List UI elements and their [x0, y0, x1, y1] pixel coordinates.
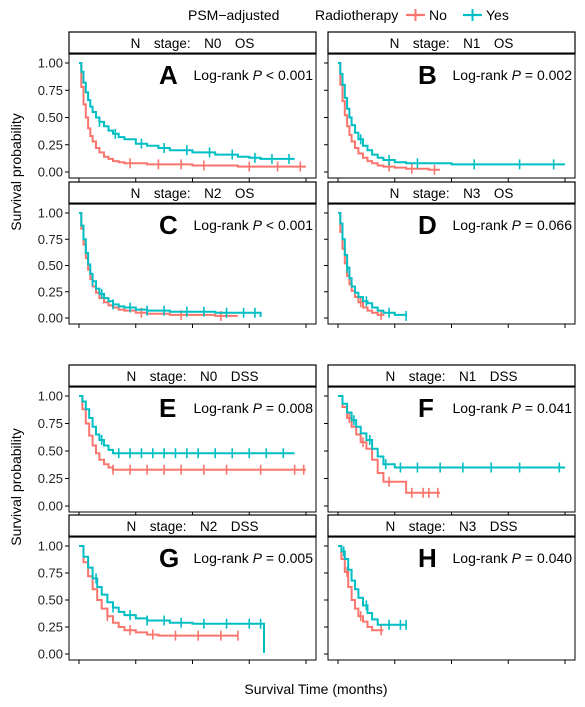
panel-d: N stage: N3 OS D Log-rank P = 0.066	[324, 181, 576, 328]
km-curve-no	[79, 62, 306, 168]
strip-box	[327, 514, 576, 538]
legend-label-no: No	[429, 7, 447, 23]
km-curve-no	[338, 395, 441, 494]
panel-letter: B	[418, 60, 437, 90]
logrank-pvalue: Log-rank P < 0.001	[194, 217, 314, 233]
x-axis-title: Survival Time (months)	[244, 681, 387, 697]
y-tick-label: 1.00	[38, 389, 63, 404]
panel-f: N stage: N1 DSS050100150200FLog-rank P =…	[324, 364, 576, 532]
y-tick-label: 0.25	[38, 620, 63, 635]
panel-title: N stage: N2 OS	[131, 186, 255, 201]
panel-c: N stage: N2 OS 0.00 0.25 0.50 0.75 1.00 C Log-r…	[38, 181, 317, 328]
panel-title: N stage: N0 OS	[131, 36, 255, 51]
strip-box	[68, 181, 317, 205]
panel-title: N stage: N3 DSS	[385, 519, 517, 534]
panel-b: N stage: N1 OS050100150200BLog-rank P = …	[324, 31, 576, 198]
y-tick-label: 0.50	[38, 110, 63, 125]
km-curve-yes	[338, 212, 408, 316]
panel-title: N stage: N1 OS	[390, 36, 514, 51]
y-tick-label: 0.25	[38, 471, 63, 486]
panel-title: N stage: N1 DSS	[385, 369, 517, 384]
y-tick-label: 0.25	[38, 137, 63, 152]
y-tick-label: 0.50	[38, 258, 63, 273]
y-tick-label: 0.50	[38, 593, 63, 608]
y-tick-label: 1.00	[38, 56, 63, 71]
legend-prefix: PSM−adjusted	[188, 7, 279, 23]
km-curve-no	[338, 62, 441, 171]
panel-e: N stage: N0 DSS0.000.250.500.751.0005010…	[38, 364, 317, 532]
panel-h: N stage: N3 DSS H Log-rank P = 0.040	[324, 514, 576, 664]
legend-title: Radiotherapy	[315, 7, 398, 23]
panel-letter: H	[418, 543, 437, 573]
logrank-pvalue: Log-rank P < 0.001	[194, 67, 314, 83]
logrank-pvalue: Log-rank P = 0.008	[194, 400, 314, 416]
panel-title: N stage: N2 DSS	[126, 519, 258, 534]
panel-letter: C	[159, 210, 178, 240]
panel-letter: D	[418, 210, 437, 240]
logrank-pvalue: Log-rank P = 0.041	[453, 400, 573, 416]
y-tick-label: 0.00	[38, 647, 63, 662]
y-tick-label: 1.00	[38, 206, 63, 221]
panel-g: N stage: N2 DSS 0.00 0.25 0.50 0.75 1.00 G Log-…	[38, 514, 317, 664]
legend-entry-yes: Yes	[463, 7, 509, 23]
logrank-pvalue: Log-rank P = 0.005	[194, 550, 314, 566]
y-tick-label: 1.00	[38, 539, 63, 554]
strip-box	[68, 514, 317, 538]
km-curve-yes	[79, 395, 295, 455]
panel-title: N stage: N0 DSS	[126, 369, 258, 384]
legend-entry-no: No	[406, 7, 447, 23]
strip-box	[327, 31, 576, 55]
panel-a: N stage: N0 OS0.000.250.500.751.00050100…	[38, 31, 317, 198]
y-axis-title-bottom: Survival probability	[8, 428, 24, 546]
y-tick-label: 0.75	[38, 83, 63, 98]
y-tick-label: 0.75	[38, 232, 63, 247]
legend-label-yes: Yes	[486, 7, 509, 23]
logrank-pvalue: Log-rank P = 0.066	[453, 217, 573, 233]
panel-letter: F	[418, 393, 434, 423]
y-tick-label: 0.50	[38, 444, 63, 459]
y-tick-label: 0.75	[38, 566, 63, 581]
km-curve-yes	[338, 395, 565, 469]
panels: N stage: N0 OS0.000.250.500.751.00050100…	[38, 31, 576, 664]
y-tick-label: 0.00	[38, 165, 63, 180]
panel-title: N stage: N3 OS	[390, 186, 514, 201]
y-tick-label: 0.75	[38, 416, 63, 431]
strip-box	[68, 364, 317, 388]
panel-letter: G	[159, 543, 179, 573]
strip-box	[68, 31, 317, 55]
km-curve-no	[79, 395, 306, 471]
km-curve-yes	[79, 212, 262, 317]
km-curve-yes	[79, 545, 265, 653]
km-curve-no	[79, 545, 238, 637]
km-curve-yes	[338, 62, 565, 166]
logrank-pvalue: Log-rank P = 0.040	[453, 550, 573, 566]
strip-box	[327, 181, 576, 205]
legend: PSM−adjusted Radiotherapy No Yes	[188, 7, 509, 23]
panel-letter: A	[159, 60, 178, 90]
y-tick-label: 0.00	[38, 311, 63, 326]
km-curve-yes	[338, 545, 407, 626]
strip-box	[327, 364, 576, 388]
y-tick-label: 0.00	[38, 499, 63, 514]
y-axis-title-top: Survival probability	[8, 113, 24, 231]
y-tick-label: 0.25	[38, 284, 63, 299]
panel-letter: E	[159, 393, 176, 423]
logrank-pvalue: Log-rank P = 0.002	[453, 67, 573, 83]
km-curve-no	[338, 545, 384, 632]
